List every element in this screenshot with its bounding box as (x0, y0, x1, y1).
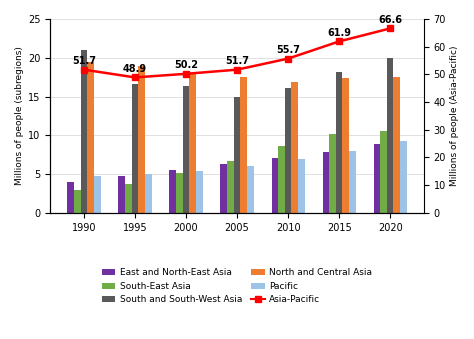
Bar (342, 78, 349, 213)
Bar (196, 171, 202, 213)
Bar (227, 161, 234, 213)
Legend: East and North-East Asia, South-East Asia, South and South-West Asia, North and : East and North-East Asia, South-East Asi… (99, 266, 375, 307)
Bar (81, 50, 87, 213)
Bar (285, 88, 292, 213)
Text: 55.7: 55.7 (276, 45, 300, 55)
Bar (94, 176, 100, 213)
Bar (393, 77, 400, 213)
Bar (145, 174, 152, 213)
Bar (182, 86, 189, 213)
Bar (74, 190, 81, 213)
Bar (247, 165, 254, 213)
Bar (387, 58, 393, 213)
Text: 50.2: 50.2 (174, 60, 198, 70)
Bar (189, 73, 196, 213)
Bar (169, 170, 176, 213)
Bar (67, 182, 74, 213)
Bar (125, 184, 132, 213)
Bar (336, 73, 342, 213)
Bar (272, 158, 278, 213)
Bar (87, 62, 94, 213)
Text: 48.9: 48.9 (123, 63, 147, 74)
Bar (138, 65, 145, 213)
Bar (220, 164, 227, 213)
Bar (349, 151, 356, 213)
Bar (329, 134, 336, 213)
Bar (322, 152, 329, 213)
Bar (298, 159, 305, 213)
Text: 51.7: 51.7 (72, 56, 96, 66)
Bar (292, 82, 298, 213)
Bar (380, 131, 387, 213)
Bar (400, 141, 407, 213)
Bar (240, 77, 247, 213)
Text: 61.9: 61.9 (327, 27, 351, 38)
Text: 66.6: 66.6 (378, 15, 402, 24)
Bar (176, 173, 182, 213)
Y-axis label: Millions of people (subregions): Millions of people (subregions) (15, 46, 24, 185)
Bar (234, 97, 240, 213)
Bar (132, 84, 138, 213)
Bar (118, 176, 125, 213)
Y-axis label: Millions of people (Asia-Pacific): Millions of people (Asia-Pacific) (450, 46, 459, 186)
Text: 51.7: 51.7 (225, 56, 249, 66)
Bar (374, 144, 380, 213)
Bar (278, 146, 285, 213)
